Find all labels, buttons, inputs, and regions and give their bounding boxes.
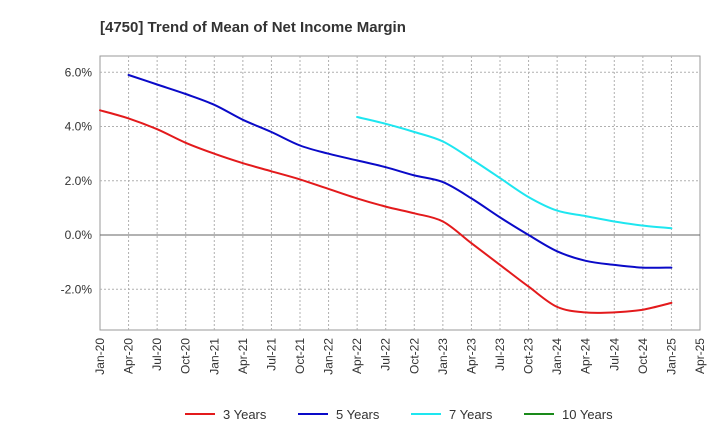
x-tick-label: Apr-25	[693, 338, 707, 374]
x-tick-label: Jul-23	[493, 338, 507, 371]
y-tick-label: 6.0%	[65, 65, 93, 79]
x-tick-label: Oct-21	[293, 338, 307, 374]
legend-label-3-years: 3 Years	[223, 407, 267, 422]
x-axis-ticks: Jan-20 Apr-20 Jul-20 Oct-20 Jan-21 Apr-21 Jul-…	[93, 338, 707, 375]
x-tick-label: Jul-20	[150, 338, 164, 371]
x-tick-label: Oct-24	[636, 338, 650, 374]
series-line-7-years	[356, 116, 673, 230]
y-tick-label: 4.0%	[65, 120, 93, 134]
x-tick-label: Oct-22	[407, 338, 421, 374]
legend: 3 Years 5 Years 7 Years 10 Years	[185, 407, 613, 422]
legend-label-7-years: 7 Years	[449, 407, 493, 422]
legend-label-10-years: 10 Years	[562, 407, 613, 422]
series-layer	[99, 74, 673, 314]
y-tick-label: -2.0%	[61, 282, 93, 296]
x-tick-label: Jan-21	[207, 338, 221, 375]
x-tick-label: Jan-24	[550, 338, 564, 375]
y-tick-label: 2.0%	[65, 174, 93, 188]
legend-label-5-years: 5 Years	[336, 407, 380, 422]
x-tick-label: Jul-21	[264, 338, 278, 371]
grid-layer	[100, 56, 700, 330]
x-tick-label: Jul-22	[379, 338, 393, 371]
x-tick-label: Oct-20	[179, 338, 193, 374]
x-tick-label: Apr-22	[350, 338, 364, 374]
x-tick-label: Apr-23	[464, 338, 478, 374]
x-tick-label: Jan-20	[93, 338, 107, 375]
x-tick-label: Oct-23	[522, 338, 536, 374]
x-tick-label: Apr-24	[579, 338, 593, 374]
x-tick-label: Jan-25	[664, 338, 678, 375]
chart-title: [4750] Trend of Mean of Net Income Margi…	[100, 19, 406, 36]
x-tick-label: Apr-21	[236, 338, 250, 374]
x-tick-label: Jan-23	[436, 338, 450, 375]
series-line-3-years	[99, 109, 673, 314]
y-tick-label: 0.0%	[65, 228, 93, 242]
series-line-5-years	[127, 74, 673, 269]
x-tick-label: Jul-24	[607, 338, 621, 371]
y-axis-ticks: 6.0% 4.0% 2.0% 0.0% -2.0%	[61, 65, 93, 296]
plot-area	[99, 55, 701, 331]
x-tick-label: Apr-20	[122, 338, 136, 374]
x-tick-label: Jan-22	[322, 338, 336, 375]
